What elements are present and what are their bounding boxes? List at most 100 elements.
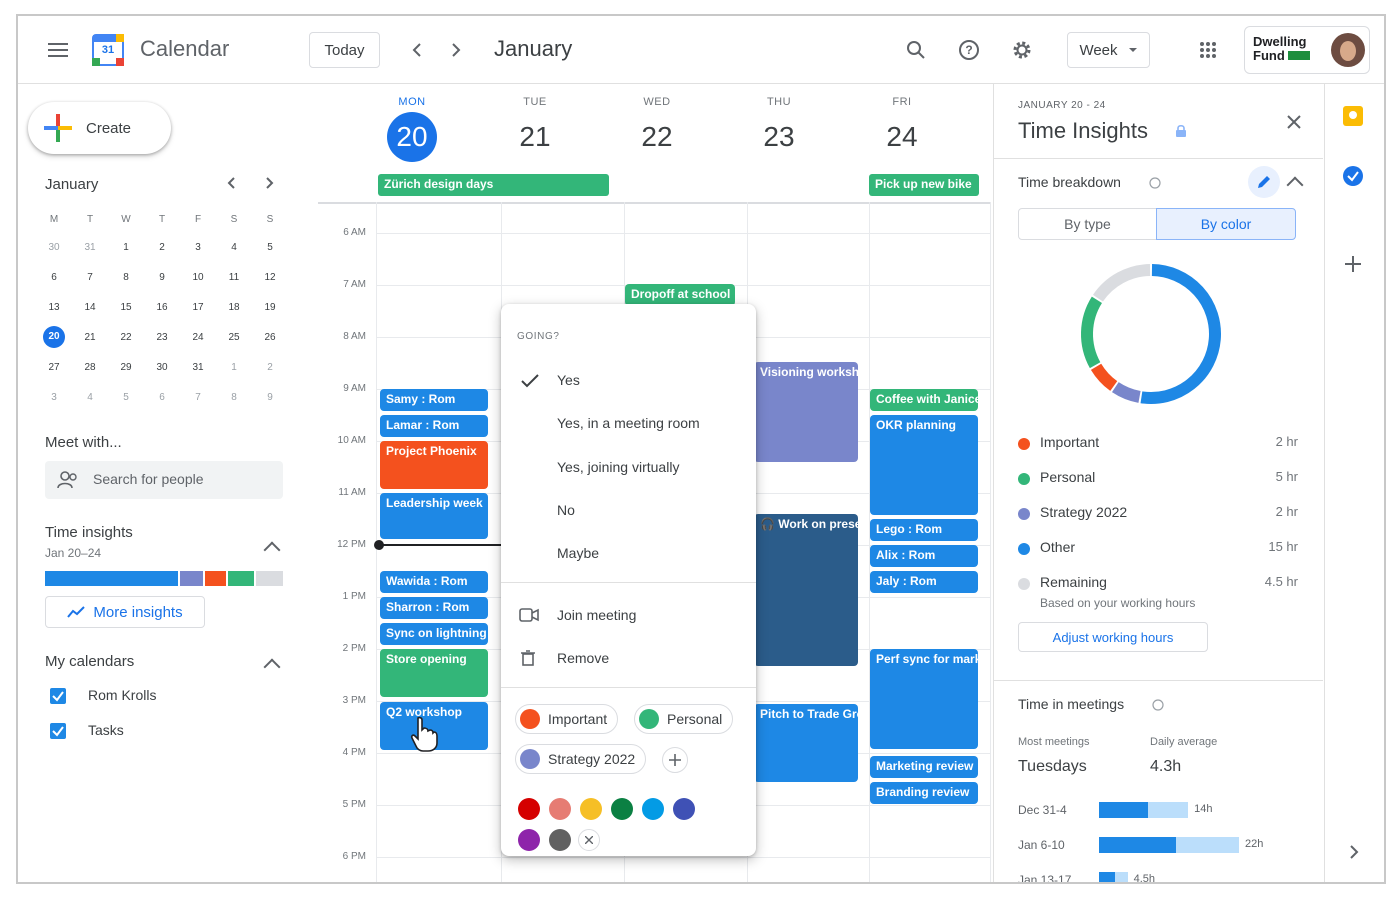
- mini-cal-day[interactable]: 25: [216, 322, 252, 352]
- mini-cal-day[interactable]: 12: [252, 262, 288, 292]
- all-day-event[interactable]: Pick up new bike: [869, 174, 979, 196]
- apps-button[interactable]: [1190, 32, 1226, 68]
- day-header[interactable]: WED 22: [596, 96, 718, 162]
- mini-cal-day[interactable]: 13: [36, 292, 72, 322]
- mini-cal-day[interactable]: 14: [72, 292, 108, 322]
- mini-cal-day[interactable]: 1: [216, 352, 252, 382]
- remove-button[interactable]: Remove: [557, 650, 610, 666]
- color-swatch[interactable]: [611, 798, 633, 820]
- edit-breakdown-button[interactable]: [1248, 166, 1280, 198]
- mini-cal-day[interactable]: 1: [108, 232, 144, 262]
- color-swatch[interactable]: [673, 798, 695, 820]
- keep-icon[interactable]: [1343, 106, 1363, 126]
- event-block[interactable]: Alix : Rom: [870, 545, 978, 567]
- mini-cal-day[interactable]: 5: [252, 232, 288, 262]
- search-button[interactable]: [898, 32, 934, 68]
- add-label-button[interactable]: [662, 747, 688, 773]
- mini-cal-day[interactable]: 21: [72, 322, 108, 352]
- event-block[interactable]: Lego : Rom: [870, 519, 978, 541]
- event-block[interactable]: Marketing review: [870, 756, 978, 778]
- collapse-time-insights-icon[interactable]: [263, 541, 281, 559]
- today-button[interactable]: Today: [309, 32, 380, 68]
- event-block[interactable]: Sharron : Rom: [380, 597, 488, 619]
- rsvp-option-virtual[interactable]: Yes, joining virtually: [557, 459, 680, 475]
- help-button[interactable]: ?: [951, 32, 987, 68]
- all-day-event[interactable]: Zürich design days: [378, 174, 609, 196]
- event-block[interactable]: Coffee with Janice: [870, 389, 978, 411]
- mini-cal-next-button[interactable]: [255, 168, 285, 198]
- next-week-button[interactable]: [438, 32, 474, 68]
- mini-cal-day[interactable]: 4: [72, 382, 108, 412]
- day-header[interactable]: THU 23: [718, 96, 840, 162]
- rsvp-option-yes[interactable]: Yes: [557, 372, 580, 388]
- mini-cal-day[interactable]: 19: [252, 292, 288, 322]
- view-selector-button[interactable]: Week: [1067, 32, 1150, 68]
- mini-cal-day[interactable]: 7: [180, 382, 216, 412]
- checkbox-checked-icon[interactable]: [50, 688, 66, 704]
- settings-button[interactable]: [1004, 32, 1040, 68]
- mini-cal-day[interactable]: 8: [216, 382, 252, 412]
- mini-cal-day[interactable]: 26: [252, 322, 288, 352]
- tasks-icon[interactable]: [1343, 166, 1363, 186]
- mini-cal-day[interactable]: 30: [144, 352, 180, 382]
- mini-cal-day[interactable]: 9: [144, 262, 180, 292]
- label-chip-important[interactable]: Important: [515, 704, 619, 734]
- clear-color-button[interactable]: [578, 829, 600, 851]
- previous-week-button[interactable]: [399, 32, 435, 68]
- mini-cal-day[interactable]: 23: [144, 322, 180, 352]
- mini-cal-day[interactable]: 22: [108, 322, 144, 352]
- event-block[interactable]: Branding review: [870, 782, 978, 804]
- mini-cal-day[interactable]: 3: [36, 382, 72, 412]
- search-people-field[interactable]: Search for people: [45, 461, 283, 499]
- adjust-working-hours-button[interactable]: Adjust working hours: [1018, 622, 1208, 652]
- mini-cal-day[interactable]: 30: [36, 232, 72, 262]
- label-chip-strategy[interactable]: Strategy 2022: [515, 744, 647, 774]
- event-block[interactable]: Sync on lightning: [380, 623, 488, 645]
- event-block[interactable]: 🎧 Work on presentation: [754, 514, 858, 666]
- mini-cal-day[interactable]: 5: [108, 382, 144, 412]
- mini-cal-day[interactable]: 4: [216, 232, 252, 262]
- event-block[interactable]: Leadership week: [380, 493, 488, 539]
- mini-cal-day[interactable]: 18: [216, 292, 252, 322]
- event-block[interactable]: Project Phoenix: [380, 441, 488, 489]
- event-block[interactable]: Visioning workshop: [754, 362, 858, 462]
- color-swatch[interactable]: [549, 829, 571, 851]
- tab-by-type[interactable]: By type: [1018, 208, 1157, 240]
- event-block[interactable]: Store opening: [380, 649, 488, 697]
- mini-cal-day[interactable]: 15: [108, 292, 144, 322]
- color-swatch[interactable]: [518, 798, 540, 820]
- join-meeting-button[interactable]: Join meeting: [557, 607, 637, 623]
- mini-cal-day[interactable]: 28: [72, 352, 108, 382]
- mini-cal-day[interactable]: 9: [252, 382, 288, 412]
- event-block[interactable]: OKR planning: [870, 415, 978, 515]
- account-switcher[interactable]: Dwelling Fund: [1244, 26, 1370, 74]
- rsvp-option-meeting-room[interactable]: Yes, in a meeting room: [557, 415, 700, 431]
- tab-by-color[interactable]: By color: [1156, 208, 1296, 240]
- mini-cal-day[interactable]: 2: [144, 232, 180, 262]
- rsvp-option-no[interactable]: No: [557, 502, 575, 518]
- mini-cal-day[interactable]: 3: [180, 232, 216, 262]
- main-menu-button[interactable]: [40, 32, 76, 68]
- day-header[interactable]: TUE 21: [474, 96, 596, 162]
- event-block[interactable]: Wawida : Rom: [380, 571, 488, 593]
- event-block[interactable]: Jaly : Rom: [870, 571, 978, 593]
- color-swatch[interactable]: [642, 798, 664, 820]
- color-swatch[interactable]: [549, 798, 571, 820]
- mini-cal-day[interactable]: 6: [144, 382, 180, 412]
- event-block[interactable]: Lamar : Rom: [380, 415, 488, 437]
- mini-cal-day[interactable]: 10: [180, 262, 216, 292]
- mini-cal-day[interactable]: 16: [144, 292, 180, 322]
- mini-cal-day[interactable]: 29: [108, 352, 144, 382]
- day-header[interactable]: MON 20: [351, 96, 473, 162]
- mini-cal-day[interactable]: 27: [36, 352, 72, 382]
- create-button[interactable]: Create: [28, 102, 171, 154]
- label-chip-personal[interactable]: Personal: [634, 704, 734, 734]
- mini-cal-day[interactable]: 11: [216, 262, 252, 292]
- mini-cal-day[interactable]: 2: [252, 352, 288, 382]
- color-swatch[interactable]: [518, 829, 540, 851]
- rsvp-option-maybe[interactable]: Maybe: [557, 545, 600, 561]
- mini-cal-day[interactable]: 24: [180, 322, 216, 352]
- mini-cal-day[interactable]: 17: [180, 292, 216, 322]
- event-block[interactable]: Samy : Rom: [380, 389, 488, 411]
- mini-cal-day[interactable]: 6: [36, 262, 72, 292]
